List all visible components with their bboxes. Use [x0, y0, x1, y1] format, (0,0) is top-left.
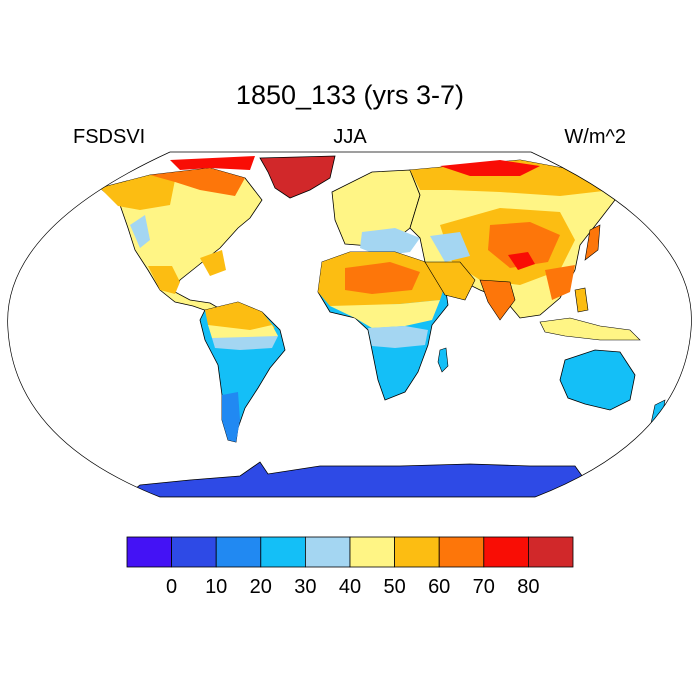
indonesia-region [539, 317, 641, 341]
sahara-core [345, 262, 420, 294]
colorbar-box [528, 536, 574, 568]
equatorial-africa-band [330, 300, 440, 328]
plot-title: 1850_133 (yrs 3-7) [235, 80, 465, 110]
colorbar-box [171, 536, 217, 568]
colorbar-boxes [126, 536, 574, 568]
philippines [574, 287, 589, 313]
western-north-america-cool [130, 215, 150, 248]
colorbar-tick-label: 80 [517, 576, 539, 598]
north-america-south-band [148, 266, 180, 294]
variable-label: FSDSVI [73, 126, 146, 148]
south-america-mid-band [212, 336, 278, 350]
middle-east-cool [430, 232, 470, 262]
mediterranean-cool [360, 228, 420, 256]
colorbar-tick-label: 70 [473, 576, 495, 598]
north-america-east-band [200, 250, 226, 276]
colorbar-box [394, 536, 440, 568]
arctic-islands [170, 156, 255, 170]
madagascar [437, 347, 449, 373]
canada-west-band [100, 175, 175, 210]
australia-region [559, 349, 636, 411]
colorbar-box [483, 536, 529, 568]
colorbar-box [215, 536, 262, 568]
colorbar-ticks: 0 10 20 30 40 50 60 70 80 [166, 576, 539, 598]
colorbar-box [260, 536, 306, 568]
greenland-region [259, 155, 336, 199]
india-region [479, 279, 516, 321]
colorbar-box [349, 536, 395, 568]
colorbar-tick-label: 60 [428, 576, 450, 598]
arabia-region [424, 261, 476, 301]
season-label: JJA [333, 126, 367, 148]
map-outline [7, 151, 692, 498]
units-label: W/m^2 [564, 126, 626, 148]
colorbar-tick-label: 10 [205, 576, 227, 598]
colorbar-tick-label: 40 [339, 576, 361, 598]
canada-north-band [150, 168, 245, 196]
south-america-tropics-band [208, 325, 278, 340]
patagonia-band [222, 392, 240, 442]
colorbar-tick-label: 20 [250, 576, 272, 598]
japan [584, 224, 601, 261]
colorbar-box [126, 536, 172, 568]
colorbar-tick-label: 0 [166, 576, 177, 598]
tibet-peak [508, 252, 535, 270]
colorbar-tick-label: 50 [383, 576, 405, 598]
east-asia-band [545, 265, 575, 300]
tibet-core [488, 222, 560, 268]
central-africa-cool [368, 326, 428, 348]
colorbar-tick-label: 30 [294, 576, 316, 598]
arctic-siberia-band [440, 160, 540, 176]
colorbar-box [304, 536, 351, 568]
colorbar-box [438, 536, 485, 568]
south-america-north-band [205, 302, 275, 332]
